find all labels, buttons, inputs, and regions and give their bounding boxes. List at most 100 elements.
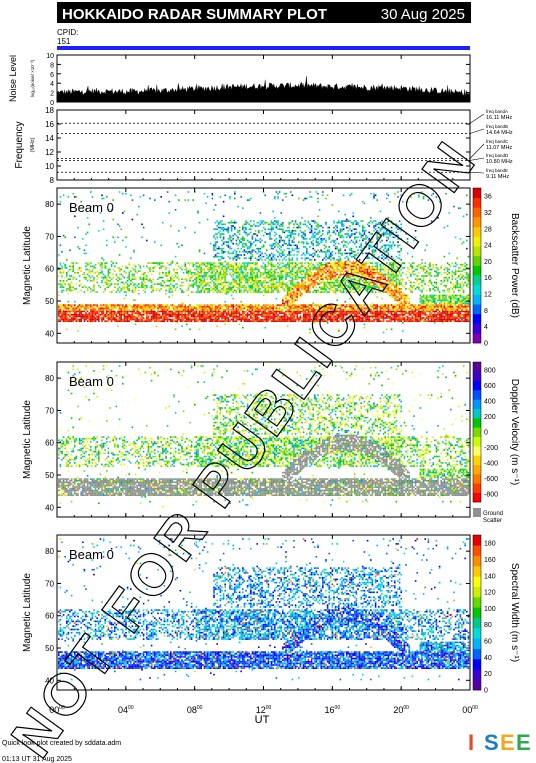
- power-cell: [312, 291, 314, 293]
- power-cell: [229, 236, 231, 239]
- power-cell: [275, 220, 278, 222]
- power-cell: [301, 317, 303, 319]
- power-cell: [270, 320, 273, 322]
- power-cell: [206, 263, 209, 266]
- power-cell: [248, 278, 250, 280]
- power-cell: [328, 278, 330, 280]
- power-cell: [275, 268, 278, 271]
- power-cell: [349, 267, 351, 269]
- power-cell: [262, 280, 265, 282]
- power-cell: [114, 241, 116, 243]
- power-cell: [64, 314, 66, 316]
- power-cell: [83, 273, 86, 276]
- power-cell: [192, 283, 194, 285]
- power-cell: [152, 318, 154, 321]
- power-cell: [229, 286, 231, 289]
- power-cell: [299, 312, 302, 314]
- power-cell: [291, 286, 294, 289]
- power-cell: [320, 320, 322, 322]
- power-cell: [115, 312, 118, 314]
- power-cell: [325, 268, 327, 271]
- power-cell: [307, 305, 310, 308]
- power-cell: [72, 310, 74, 313]
- power-cell: [234, 305, 236, 308]
- power-cell: [222, 262, 225, 264]
- power-cell: [227, 304, 230, 306]
- power-cell: [141, 278, 143, 280]
- power-cell: [291, 301, 294, 303]
- power-cell: [270, 270, 273, 272]
- power-cell: [272, 242, 274, 245]
- power-cell: [198, 272, 201, 274]
- power-cell: [322, 251, 324, 253]
- power-cell: [318, 242, 321, 245]
- power-cell: [146, 309, 148, 311]
- power-cell: [294, 310, 297, 313]
- power-cell: [206, 310, 209, 313]
- power-cell: [146, 278, 148, 280]
- power-cell: [264, 304, 266, 306]
- power-cell: [354, 263, 356, 266]
- power-cell: [341, 262, 343, 264]
- power-cell: [230, 263, 233, 266]
- power-cell: [248, 268, 250, 271]
- power-cell: [245, 244, 247, 247]
- power-cell: [173, 305, 175, 308]
- power-cell: [112, 304, 114, 306]
- power-cell: [248, 262, 250, 264]
- power-cell: [136, 307, 138, 310]
- power-cell: [176, 320, 178, 322]
- power-cell: [221, 307, 223, 310]
- power-cell: [131, 314, 134, 316]
- power-cell: [221, 314, 223, 316]
- power-cell: [334, 305, 337, 308]
- power-cell: [336, 259, 338, 261]
- power-cell: [328, 238, 330, 240]
- power-cell: [288, 309, 290, 311]
- power-cell: [166, 284, 169, 287]
- power-cell: [347, 259, 350, 261]
- power-cell: [210, 289, 212, 292]
- power-cell: [154, 310, 156, 313]
- power-cell: [242, 262, 244, 264]
- power-cell: [307, 315, 310, 318]
- power-cell: [235, 254, 238, 256]
- power-cell: [250, 275, 252, 277]
- power-cell: [277, 281, 279, 284]
- power-cell: [96, 310, 98, 313]
- power-cell: [296, 254, 298, 256]
- power-cell: [349, 241, 351, 243]
- power-cell: [120, 309, 122, 311]
- power-cell: [256, 225, 258, 227]
- power-cell: [230, 230, 233, 232]
- power-cell: [277, 246, 279, 248]
- power-cell: [234, 314, 236, 316]
- power-cell: [354, 236, 356, 239]
- power-cell: [240, 278, 242, 280]
- power-cell: [278, 305, 281, 308]
- power-cell: [208, 317, 210, 319]
- power-cell: [155, 283, 158, 285]
- power-cell: [285, 276, 287, 279]
- power-cell: [315, 304, 318, 306]
- power-cell: [344, 278, 346, 280]
- power-cell: [214, 273, 217, 276]
- power-cell: [269, 223, 271, 226]
- power-cell: [256, 281, 258, 284]
- power-cell: [128, 310, 130, 313]
- power-cell: [342, 228, 345, 230]
- power-cell: [352, 272, 354, 274]
- power-cell: [283, 192, 286, 195]
- power-cell: [173, 315, 175, 318]
- power-cell: [83, 320, 86, 322]
- power-cell: [157, 318, 159, 321]
- power-cell: [80, 315, 82, 318]
- power-cell: [259, 265, 262, 268]
- power-cell: [314, 284, 316, 287]
- power-cell: [330, 267, 332, 269]
- power-cell: [216, 289, 218, 292]
- power-cell: [246, 304, 249, 306]
- power-cell: [114, 286, 116, 289]
- power-cell: [246, 247, 249, 250]
- power-cell: [322, 265, 324, 268]
